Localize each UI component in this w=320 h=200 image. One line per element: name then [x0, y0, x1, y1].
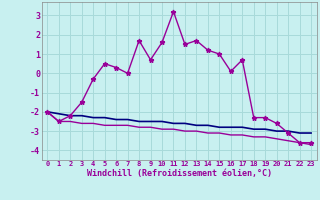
X-axis label: Windchill (Refroidissement éolien,°C): Windchill (Refroidissement éolien,°C) [87, 169, 272, 178]
